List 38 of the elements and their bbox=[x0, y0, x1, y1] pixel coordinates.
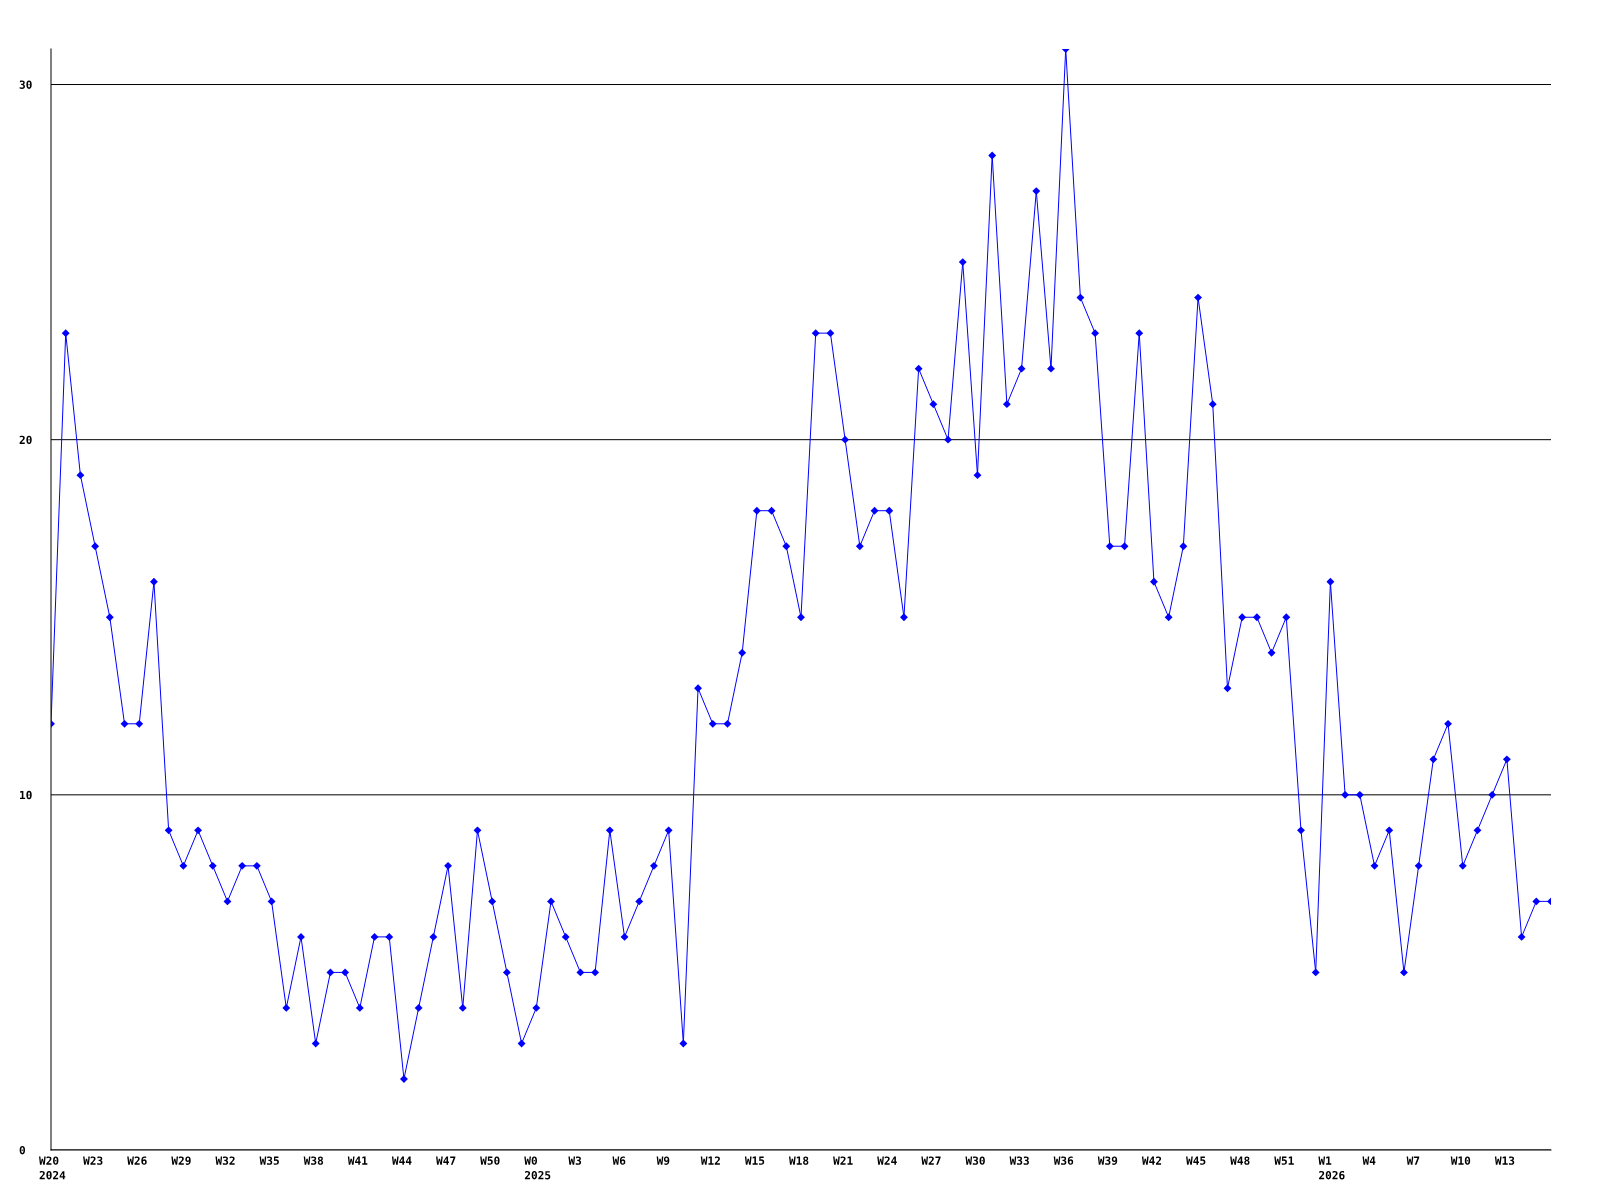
x-tick-label: W41 bbox=[347, 1156, 368, 1165]
x-tick-label: W3 bbox=[568, 1156, 582, 1165]
x-tick-label: W4 bbox=[1362, 1156, 1376, 1165]
x-tick-label: W35 bbox=[259, 1156, 279, 1165]
x-tick-label: W30 bbox=[965, 1156, 985, 1165]
x-tick-label: W32 bbox=[215, 1156, 235, 1165]
x-tick-label: W44 bbox=[391, 1156, 412, 1165]
x-tick-label: W6 bbox=[612, 1156, 626, 1165]
x-tick-label: W24 bbox=[877, 1156, 897, 1165]
x-tick-label: W1 2026 bbox=[1318, 1156, 1345, 1180]
x-tick-label: W50 bbox=[480, 1156, 500, 1165]
x-tick-label: W23 bbox=[83, 1156, 103, 1165]
x-tick-label: W26 bbox=[127, 1156, 147, 1165]
x-tick-label: W38 bbox=[303, 1156, 324, 1165]
x-tick-label: W29 bbox=[171, 1156, 191, 1165]
x-tick-label: W18 bbox=[789, 1156, 809, 1165]
x-tick-label: W47 bbox=[436, 1156, 456, 1165]
x-tick-label: W20 2024 bbox=[39, 1156, 66, 1180]
x-tick-label: W45 bbox=[1186, 1156, 1206, 1165]
x-tick-label: W27 bbox=[921, 1156, 941, 1165]
x-tick-label: W10 bbox=[1450, 1156, 1471, 1165]
x-tick-label: W33 bbox=[1009, 1156, 1029, 1165]
x-tick-label: W39 bbox=[1097, 1156, 1118, 1165]
x-tick-label: W51 bbox=[1274, 1156, 1294, 1165]
x-tick-label: W21 bbox=[833, 1156, 853, 1165]
y-tick-label: 0 bbox=[19, 1145, 26, 1155]
y-tick-label: 20 bbox=[19, 435, 32, 445]
x-tick-label: W42 bbox=[1141, 1156, 1162, 1165]
x-tick-label: W15 bbox=[744, 1156, 765, 1165]
x-tick-label: W13 bbox=[1494, 1156, 1515, 1165]
x-tick-label: W48 bbox=[1230, 1156, 1250, 1165]
x-tick-label: W36 bbox=[1053, 1156, 1074, 1165]
x-tick-label: W9 bbox=[656, 1156, 670, 1165]
y-tick-label: 30 bbox=[19, 80, 32, 89]
y-tick-label: 10 bbox=[20, 790, 32, 800]
x-tick-label: W0 2025 bbox=[524, 1156, 551, 1180]
x-tick-label: W7 bbox=[1406, 1156, 1420, 1165]
x-tick-label: W12 bbox=[700, 1156, 720, 1165]
